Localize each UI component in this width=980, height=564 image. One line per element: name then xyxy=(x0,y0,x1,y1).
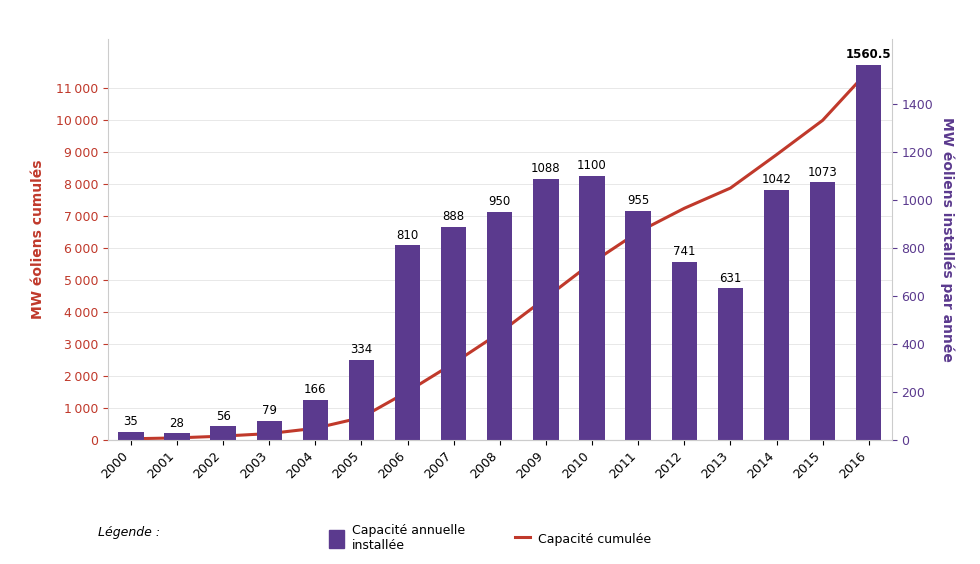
Text: 950: 950 xyxy=(489,195,511,208)
Bar xyxy=(671,262,697,440)
Text: 56: 56 xyxy=(216,410,230,423)
Text: 810: 810 xyxy=(397,229,418,242)
Bar xyxy=(579,175,605,440)
Bar xyxy=(441,227,466,440)
Text: 1088: 1088 xyxy=(531,162,561,175)
Text: 1042: 1042 xyxy=(761,173,792,186)
Text: 79: 79 xyxy=(262,404,276,417)
Text: 334: 334 xyxy=(350,343,372,356)
Y-axis label: MW éoliens cumulés: MW éoliens cumulés xyxy=(30,160,45,319)
Text: 955: 955 xyxy=(627,194,650,207)
Text: Légende :: Légende : xyxy=(98,526,160,540)
Bar xyxy=(165,433,190,440)
Bar xyxy=(809,182,835,440)
Text: 631: 631 xyxy=(719,272,742,285)
Text: 1560.5: 1560.5 xyxy=(846,48,892,61)
Bar xyxy=(533,179,559,440)
Bar xyxy=(303,400,328,440)
Text: 1100: 1100 xyxy=(577,159,607,172)
Bar xyxy=(395,245,420,440)
Text: 28: 28 xyxy=(170,417,184,430)
Bar xyxy=(257,421,282,440)
Bar xyxy=(487,212,513,440)
Bar xyxy=(119,431,143,440)
Bar xyxy=(763,190,789,440)
Bar xyxy=(625,210,651,440)
Text: 888: 888 xyxy=(443,210,465,223)
Bar xyxy=(211,426,236,440)
Text: 741: 741 xyxy=(673,245,696,258)
Bar xyxy=(857,65,881,440)
Text: 166: 166 xyxy=(304,384,326,396)
Text: 35: 35 xyxy=(123,415,138,428)
Y-axis label: MW éoliens installés par année: MW éoliens installés par année xyxy=(940,117,955,362)
Bar xyxy=(717,288,743,440)
Text: 1073: 1073 xyxy=(808,166,838,179)
Bar xyxy=(349,360,374,440)
Legend: Capacité annuelle
installée, Capacité cumulée: Capacité annuelle installée, Capacité cu… xyxy=(329,524,651,552)
